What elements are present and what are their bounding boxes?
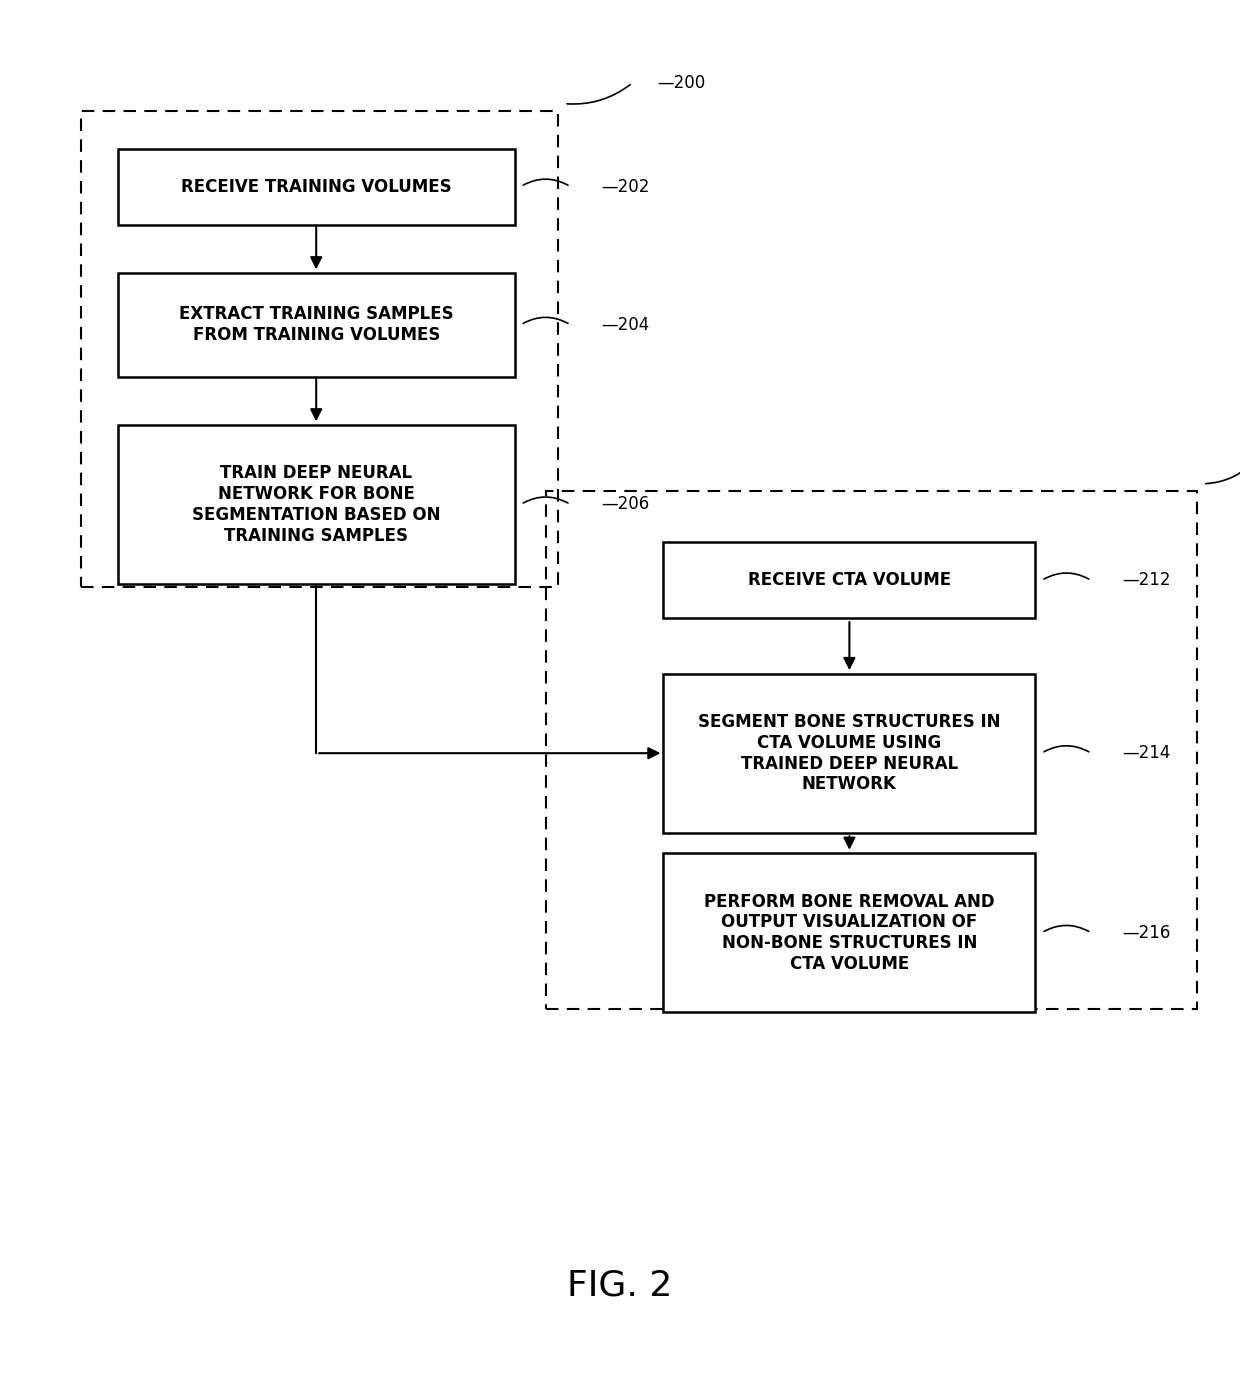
Text: PERFORM BONE REMOVAL AND
OUTPUT VISUALIZATION OF
NON-BONE STRUCTURES IN
CTA VOLU: PERFORM BONE REMOVAL AND OUTPUT VISUALIZ…	[704, 893, 994, 973]
Text: —206: —206	[601, 495, 650, 514]
Bar	[663, 673, 1035, 832]
Text: RECEIVE TRAINING VOLUMES: RECEIVE TRAINING VOLUMES	[181, 177, 451, 196]
Text: —214: —214	[1122, 744, 1171, 763]
Text: FIG. 2: FIG. 2	[568, 1269, 672, 1302]
Bar	[546, 491, 1197, 1009]
Text: TRAIN DEEP NEURAL
NETWORK FOR BONE
SEGMENTATION BASED ON
TRAINING SAMPLES: TRAIN DEEP NEURAL NETWORK FOR BONE SEGME…	[192, 464, 440, 545]
Bar	[118, 426, 515, 583]
Text: —212: —212	[1122, 571, 1171, 590]
Bar	[118, 274, 515, 376]
Text: —216: —216	[1122, 923, 1171, 943]
Text: —204: —204	[601, 315, 650, 334]
Bar	[663, 542, 1035, 619]
Bar	[663, 854, 1035, 1012]
Bar	[81, 111, 558, 587]
Text: SEGMENT BONE STRUCTURES IN
CTA VOLUME USING
TRAINED DEEP NEURAL
NETWORK: SEGMENT BONE STRUCTURES IN CTA VOLUME US…	[698, 713, 1001, 793]
Text: —202: —202	[601, 177, 650, 196]
Bar	[118, 149, 515, 225]
Text: RECEIVE CTA VOLUME: RECEIVE CTA VOLUME	[748, 571, 951, 590]
Text: EXTRACT TRAINING SAMPLES
FROM TRAINING VOLUMES: EXTRACT TRAINING SAMPLES FROM TRAINING V…	[179, 305, 454, 344]
Text: —200: —200	[657, 73, 706, 93]
